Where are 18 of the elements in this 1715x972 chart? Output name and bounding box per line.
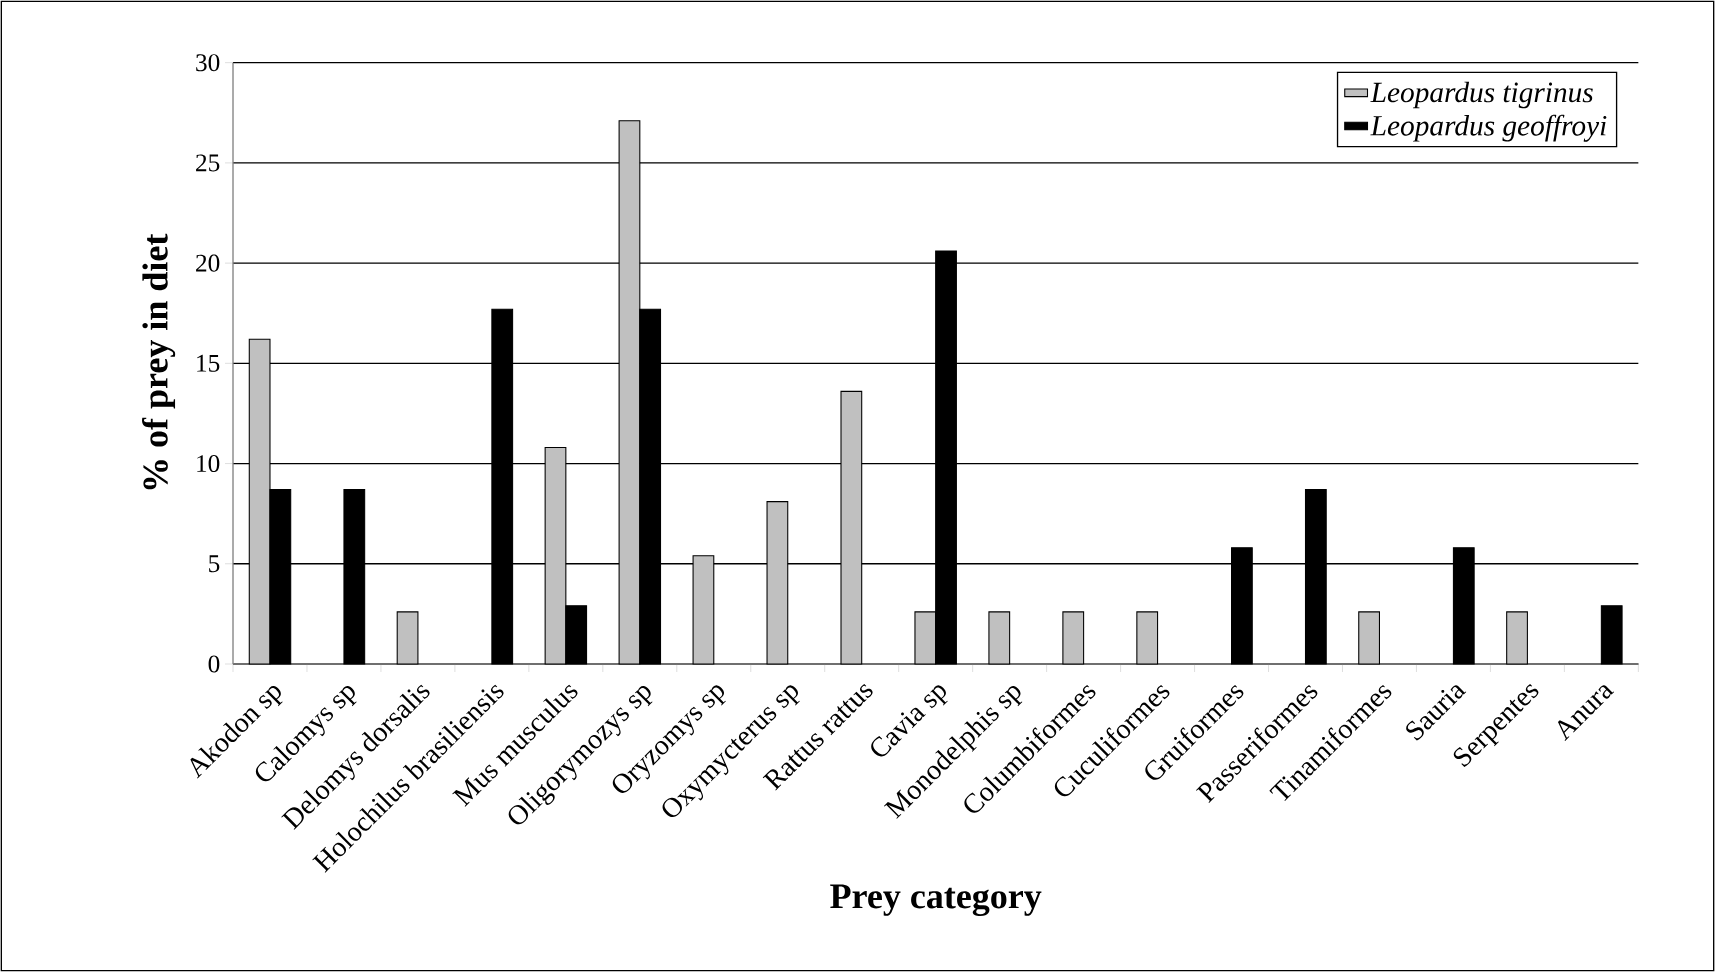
y-tick-label: 15 bbox=[197, 354, 220, 372]
y-tick-label: 20 bbox=[196, 254, 220, 272]
bar bbox=[396, 611, 419, 665]
legend-label: Leopardus tigrinus bbox=[1370, 81, 1593, 109]
bar bbox=[1600, 605, 1623, 665]
x-axis-title: Prey category bbox=[830, 884, 1042, 917]
bar bbox=[1506, 611, 1528, 665]
y-axis-title: % of prey in diet bbox=[142, 233, 176, 490]
bar bbox=[1358, 611, 1381, 665]
bar bbox=[1062, 611, 1085, 665]
bar bbox=[988, 611, 1011, 665]
legend-label: Leopardus geoffroyi bbox=[1370, 114, 1607, 142]
y-tick-label: 0 bbox=[208, 655, 220, 673]
y-tick-label: 25 bbox=[196, 154, 220, 172]
y-tick-label: 10 bbox=[197, 455, 220, 473]
y-tick-label: 5 bbox=[209, 555, 220, 573]
y-tick-label: 30 bbox=[196, 54, 220, 72]
bar bbox=[1136, 611, 1159, 665]
